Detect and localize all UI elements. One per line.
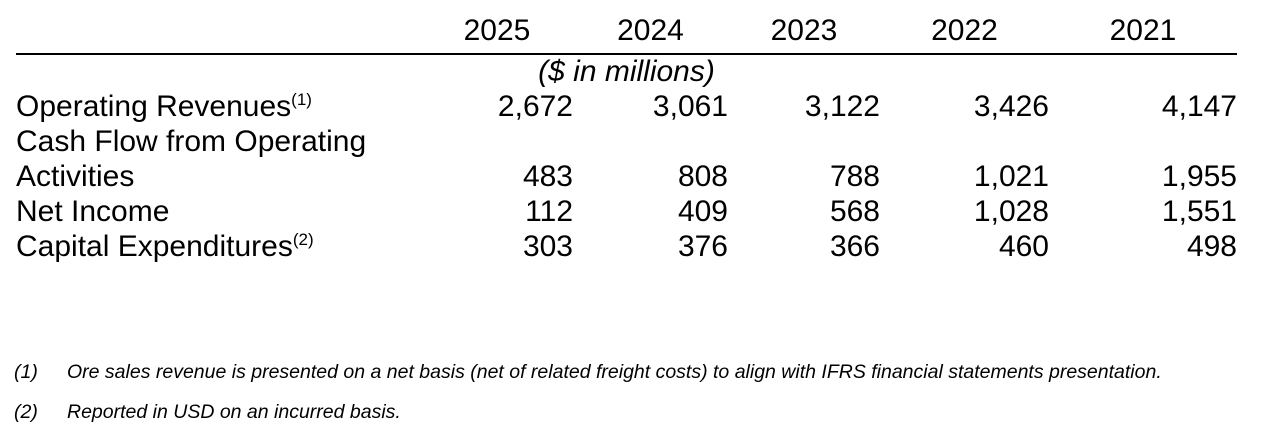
footnote-marker: (1) [14,361,38,383]
table-cell-empty [880,124,1049,159]
row-label-text: Operating Revenues [16,89,292,123]
row-label: Capital Expenditures(2) [16,229,421,264]
table-cell: 808 [677,159,728,193]
table-cell: 409 [677,194,728,228]
footnote-ref-2: (2) [292,229,314,249]
footnotes-section: (1) Ore sales revenue is presented on a … [14,361,1280,423]
table-cell-empty [421,124,573,159]
table-cell: 303 [522,229,573,263]
units-note: ($ in millions) [538,55,715,88]
row-label: Cash Flow from Operating [16,124,367,158]
table-cell: 376 [677,229,728,263]
table-cell: 112 [525,194,573,228]
table-cell: 1,021 [973,159,1049,193]
table-cell: 366 [829,229,880,263]
footnote-text: Reported in USD on an incurred basis. [67,401,401,423]
table-cell: 3,122 [804,89,880,123]
row-label-text: Capital Expenditures [16,229,293,263]
year-header-2025: 2025 [421,6,573,55]
financial-summary-table: 2025 2024 2023 2022 2021 ($ in millions)… [16,6,1237,264]
year-header-row: 2025 2024 2023 2022 2021 [16,6,1237,55]
table-row-operating-revenues: Operating Revenues(1) 2,672 3,061 3,122 … [16,89,1237,124]
table-cell-empty [728,124,880,159]
footnote-marker: (2) [14,401,38,423]
table-cell: 3,061 [652,89,728,123]
header-empty-cell [16,6,421,55]
table-row-cash-flow-activities: Activities 483 808 788 1,021 1,955 [16,159,1237,194]
year-header-2024: 2024 [573,6,728,55]
table-cell: 498 [1186,229,1237,263]
table-row-cash-flow-label: Cash Flow from Operating [16,124,1237,159]
table-row-net-income: Net Income 112 409 568 1,028 1,551 [16,194,1237,229]
year-header-2023: 2023 [728,6,880,55]
footnote-2: (2) Reported in USD on an incurred basis… [14,401,1280,423]
year-header-2022: 2022 [880,6,1049,55]
table-row-capital-expenditures: Capital Expenditures(2) 303 376 366 460 … [16,229,1237,264]
table-cell: 460 [998,229,1049,263]
table-cell: 483 [522,159,573,193]
table-cell: 1,551 [1161,194,1237,228]
table-cell: 788 [829,159,880,193]
table-cell-empty [1049,124,1237,159]
table-cell: 568 [829,194,880,228]
year-header-2021: 2021 [1049,6,1237,55]
table-cell-empty [573,124,728,159]
table-cell: 2,672 [497,89,573,123]
row-label: Net Income [16,194,170,228]
table-cell: 4,147 [1161,89,1237,123]
row-label: Activities [16,159,135,193]
units-row: ($ in millions) [16,54,1237,89]
table-cell: 1,955 [1161,159,1237,193]
row-label: Operating Revenues(1) [16,89,421,124]
table-cell: 1,028 [973,194,1049,228]
footnote-ref-1: (1) [291,89,312,109]
table-cell: 3,426 [973,89,1049,123]
footnote-1: (1) Ore sales revenue is presented on a … [14,361,1280,383]
footnote-text: Ore sales revenue is presented on a net … [67,361,1162,383]
